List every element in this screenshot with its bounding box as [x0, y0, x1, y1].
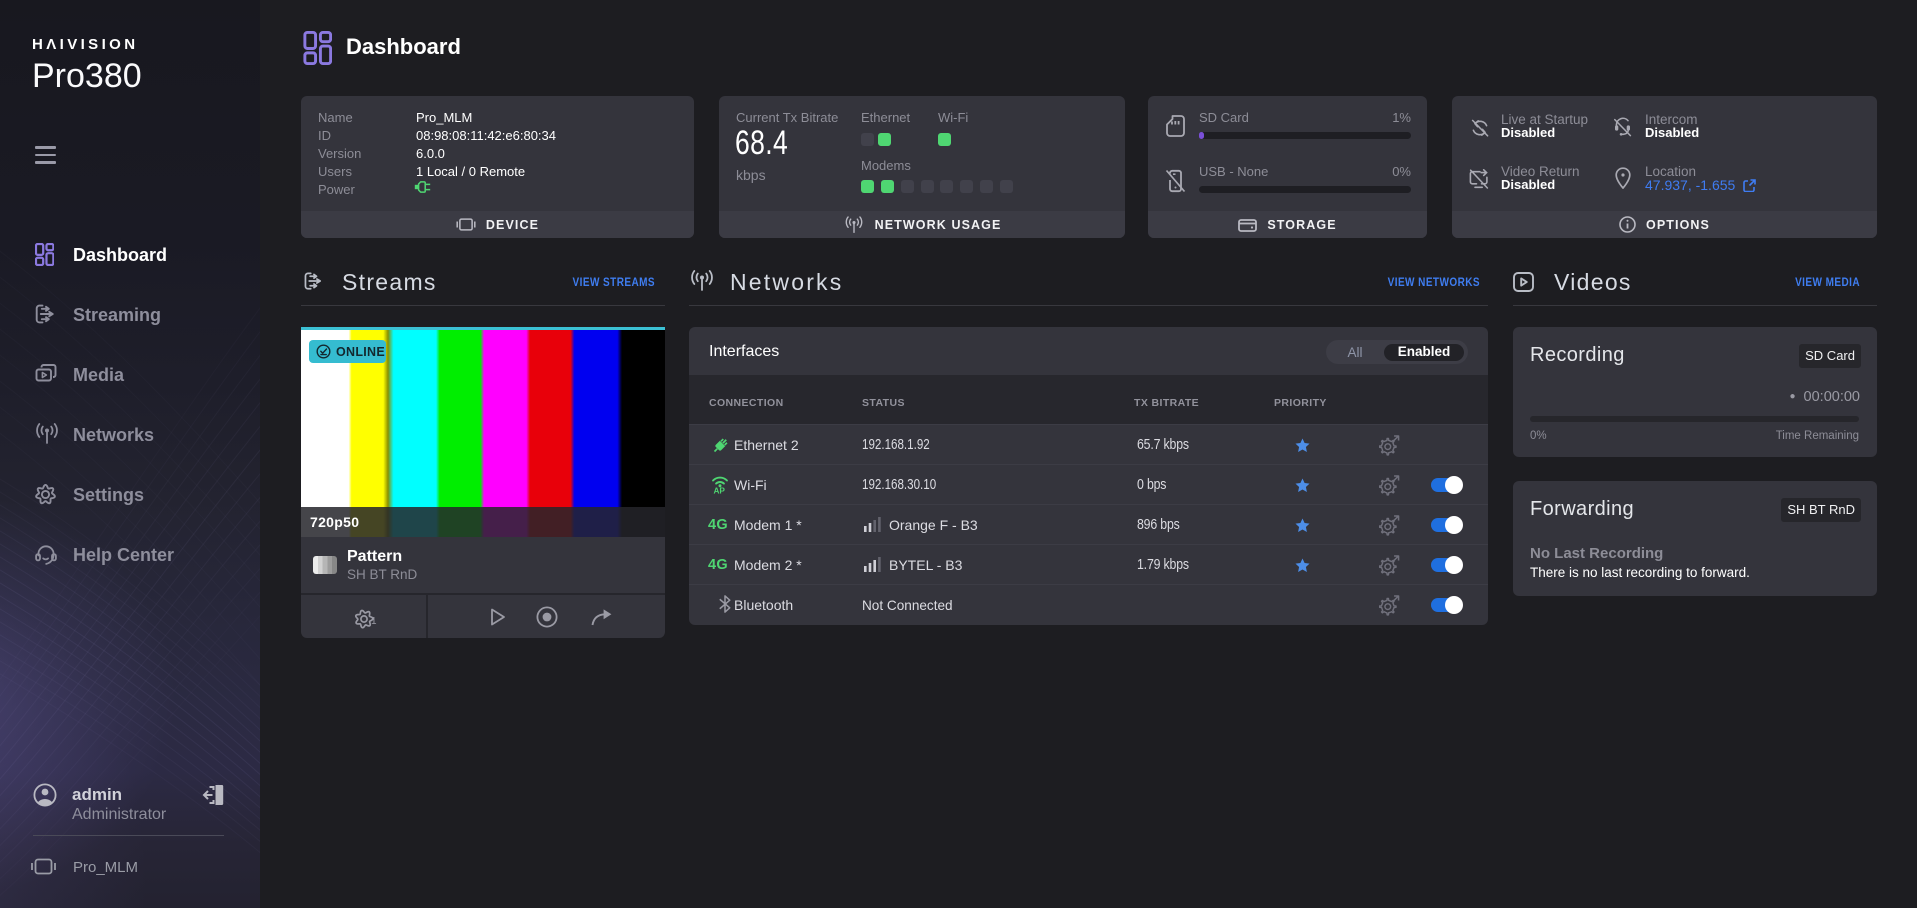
svg-text:AP: AP [713, 487, 725, 494]
